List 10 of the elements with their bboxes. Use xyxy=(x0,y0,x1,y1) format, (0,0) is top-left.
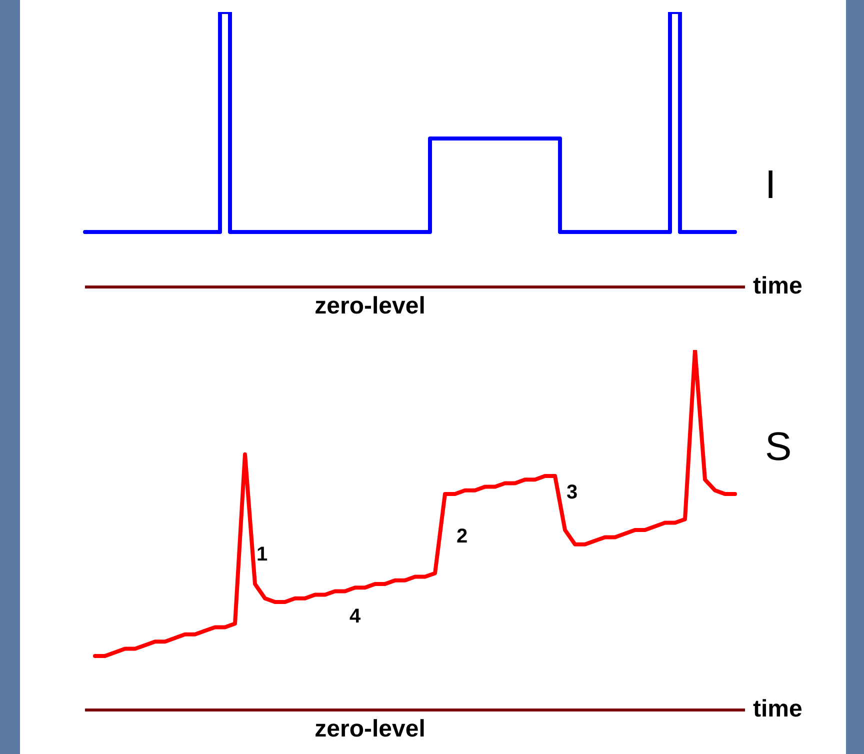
annotation: 1 xyxy=(256,544,268,566)
annotation: 3 xyxy=(566,482,578,504)
annotation: 2 xyxy=(456,526,468,548)
text: zero-level xyxy=(314,716,426,743)
series-label: S xyxy=(765,425,792,470)
text: zero-level xyxy=(314,292,426,320)
series-label: I xyxy=(765,163,776,208)
x-axis-title: time xyxy=(753,696,802,723)
x-axis-title: time xyxy=(753,272,802,300)
annotation: 4 xyxy=(349,606,362,628)
